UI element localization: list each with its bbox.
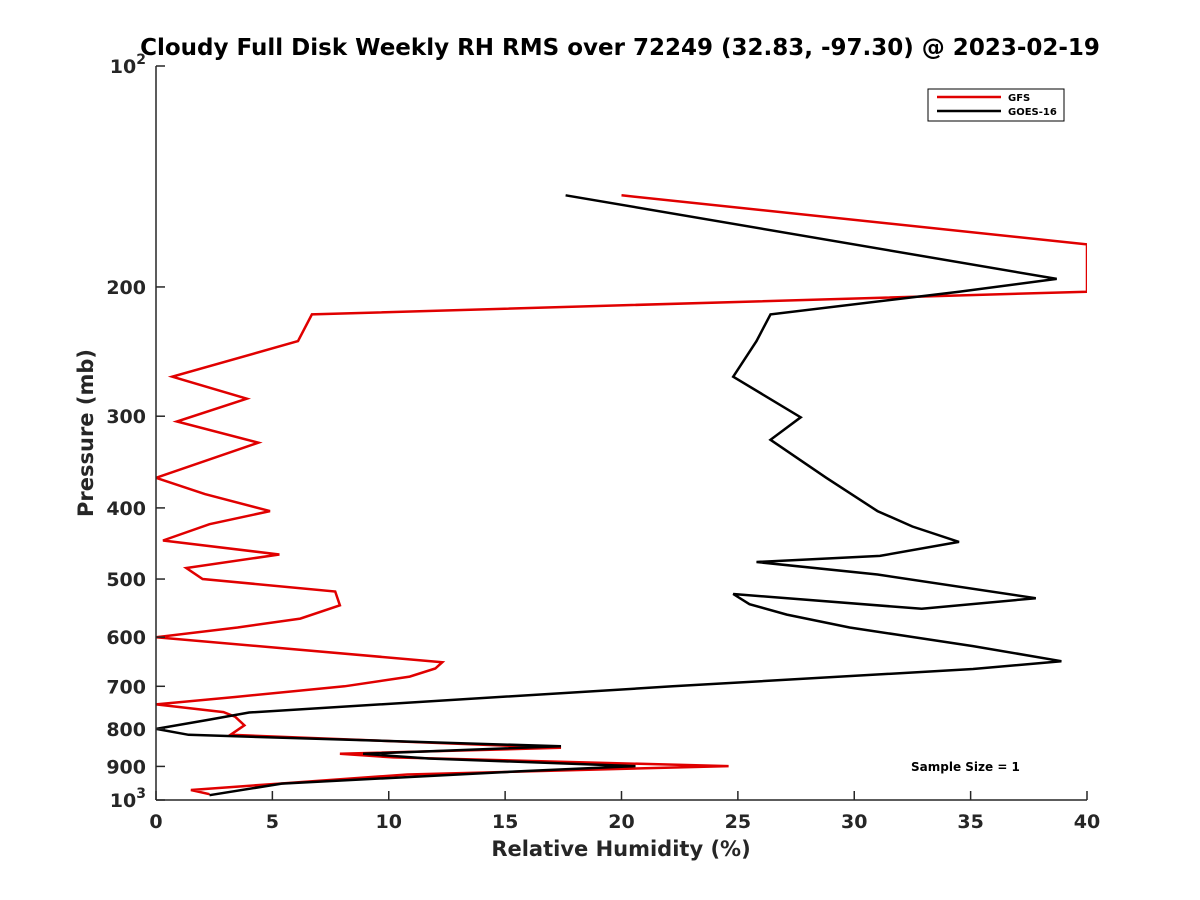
y-tick-label: 103	[110, 786, 146, 812]
x-tick-label: 40	[1074, 811, 1100, 833]
x-tick-label: 5	[266, 811, 279, 833]
y-tick-label: 400	[106, 498, 146, 520]
x-tick-label: 15	[492, 811, 518, 833]
y-tick-label: 700	[106, 676, 146, 698]
legend: GFS GOES-16	[927, 88, 1065, 122]
series-layer	[156, 194, 1087, 797]
y-tick-label: 800	[106, 719, 146, 741]
x-tick-label: 0	[149, 811, 162, 833]
x-tick-label: 35	[957, 811, 983, 833]
y-axis-label: Pressure (mb)	[74, 349, 98, 517]
y-tick-label: 200	[106, 277, 146, 299]
x-tick-label: 30	[841, 811, 867, 833]
y-tick-label: 600	[106, 627, 146, 649]
x-axis-label: Relative Humidity (%)	[491, 837, 750, 861]
y-tick-label: 102	[110, 52, 146, 78]
x-tick-label: 20	[608, 811, 634, 833]
sample-size-annotation: Sample Size = 1	[911, 760, 1020, 774]
y-tick-label: 900	[106, 756, 146, 778]
y-tick-label: 500	[106, 569, 146, 591]
legend-label-goes16: GOES-16	[1008, 107, 1057, 118]
x-ticks: 0 5 10 15 20 25 30 35 40	[149, 791, 1100, 833]
x-tick-label: 10	[376, 811, 402, 833]
legend-box	[927, 88, 1065, 122]
y-tick-label: 300	[106, 406, 146, 428]
y-ticks: 102 200 300 400 500 600 700 800 900 103	[106, 52, 165, 812]
legend-label-gfs: GFS	[1008, 93, 1030, 104]
series-line-goes16	[156, 194, 1062, 797]
series-line-gfs	[156, 194, 1087, 796]
chart-title: Cloudy Full Disk Weekly RH RMS over 7224…	[140, 35, 1100, 61]
x-tick-label: 25	[725, 811, 751, 833]
